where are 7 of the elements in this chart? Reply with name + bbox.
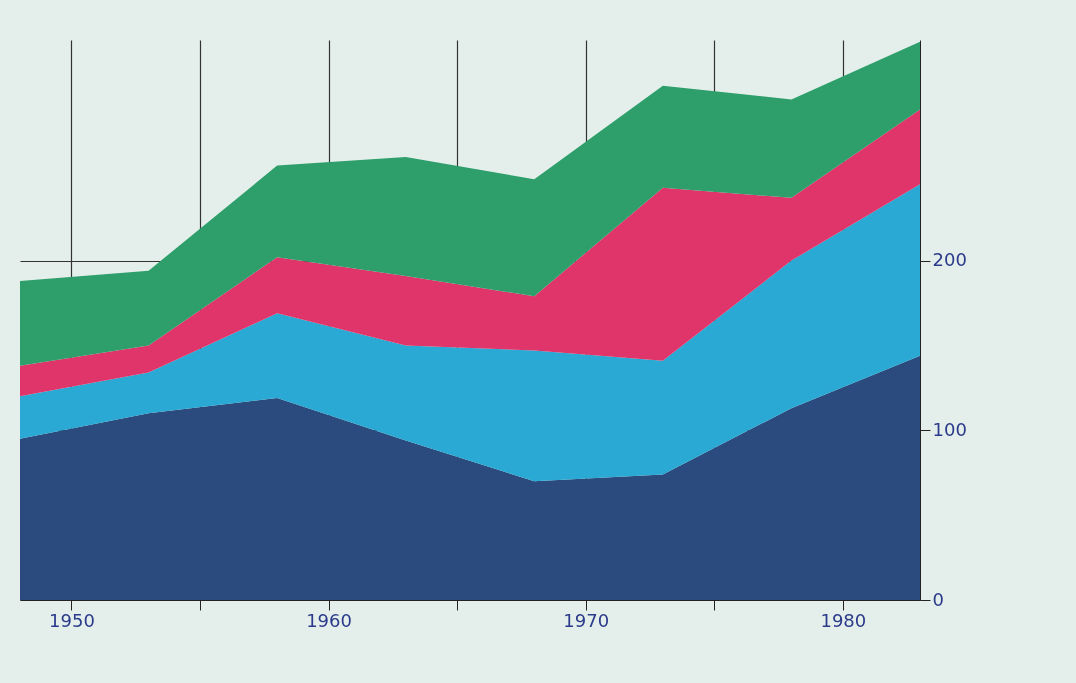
- x-tick-label: 1950: [49, 609, 95, 631]
- y-tick-label: 0: [932, 588, 944, 610]
- y-tick-label: 200: [932, 249, 967, 271]
- y-tick-label: 100: [932, 418, 967, 440]
- x-tick-label: 1980: [820, 609, 867, 631]
- x-tick-label: 1970: [563, 609, 610, 631]
- x-tick-label: 1960: [306, 609, 352, 631]
